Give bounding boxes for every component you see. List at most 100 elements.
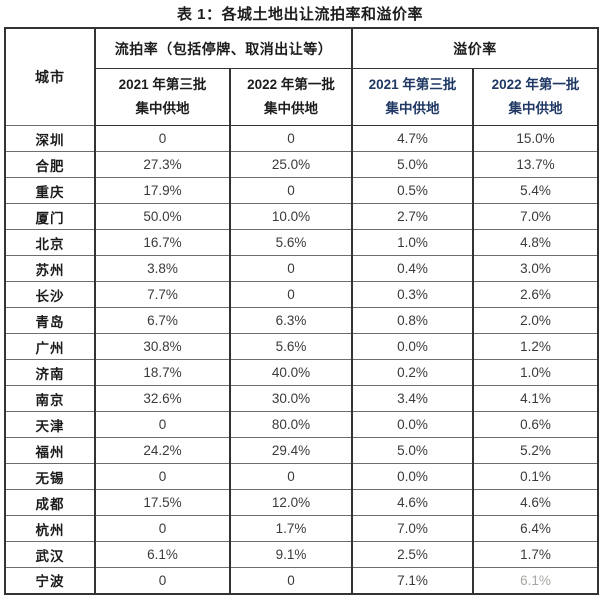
city-cell: 苏州 <box>4 255 96 282</box>
value-cell: 30.0% <box>229 385 353 412</box>
subheader-premium-2022: 2022 年第一批 集中供地 <box>472 68 599 126</box>
table-row: 济南 18.7% 40.0% 0.2% 1.0% <box>4 359 599 386</box>
value-cell: 3.4% <box>351 385 474 412</box>
corner-header-city: 城市 <box>4 27 96 126</box>
city-cell: 济南 <box>4 359 96 386</box>
value-cell: 0.2% <box>351 359 474 386</box>
value-cell: 3.0% <box>472 255 599 282</box>
city-cell: 合肥 <box>4 151 96 178</box>
value-cell: 0 <box>229 281 353 308</box>
value-cell: 4.7% <box>351 125 474 152</box>
city-cell: 广州 <box>4 333 96 360</box>
value-cell: 4.1% <box>472 385 599 412</box>
value-cell: 6.1% <box>472 567 599 594</box>
city-cell: 成都 <box>4 489 96 516</box>
value-cell: 3.8% <box>94 255 231 282</box>
value-cell: 0.8% <box>351 307 474 334</box>
value-cell: 0 <box>229 463 353 490</box>
value-cell: 0.0% <box>351 463 474 490</box>
value-cell: 17.5% <box>94 489 231 516</box>
value-cell: 9.1% <box>229 541 353 568</box>
city-cell: 长沙 <box>4 281 96 308</box>
city-cell: 福州 <box>4 437 96 464</box>
table-row: 青岛 6.7% 6.3% 0.8% 2.0% <box>4 307 599 334</box>
subheader-line1: 2022 年第一批 <box>247 77 335 92</box>
value-cell: 0.0% <box>351 411 474 438</box>
value-cell: 0 <box>229 255 353 282</box>
value-cell: 0 <box>94 411 231 438</box>
subheader-line1: 2022 年第一批 <box>491 77 580 92</box>
value-cell: 0.6% <box>472 411 599 438</box>
value-cell: 25.0% <box>229 151 353 178</box>
sub-header-row: 2021 年第三批 集中供地 2022 年第一批 集中供地 2021 年第三批 … <box>5 68 599 126</box>
value-cell: 0 <box>94 515 231 542</box>
value-cell: 24.2% <box>94 437 231 464</box>
value-cell: 13.7% <box>472 151 599 178</box>
table-row: 合肥 27.3% 25.0% 5.0% 13.7% <box>4 151 599 178</box>
value-cell: 32.6% <box>94 385 231 412</box>
value-cell: 1.7% <box>229 515 353 542</box>
city-cell: 重庆 <box>4 177 96 204</box>
city-cell: 北京 <box>4 229 96 256</box>
value-cell: 0.3% <box>351 281 474 308</box>
subheader-premium-2021: 2021 年第三批 集中供地 <box>351 68 474 126</box>
subheader-line2: 集中供地 <box>264 101 318 116</box>
value-cell: 0 <box>229 567 353 594</box>
group-header-premium-rate: 溢价率 <box>351 27 599 69</box>
subheader-failure-2021: 2021 年第三批 集中供地 <box>94 68 231 126</box>
table-row: 福州 24.2% 29.4% 5.0% 5.2% <box>4 437 599 464</box>
value-cell: 4.6% <box>351 489 474 516</box>
table-row: 北京 16.7% 5.6% 1.0% 4.8% <box>4 229 599 256</box>
table-row: 长沙 7.7% 0 0.3% 2.6% <box>4 281 599 308</box>
value-cell: 2.6% <box>472 281 599 308</box>
subheader-line2: 集中供地 <box>135 101 190 116</box>
value-cell: 7.0% <box>472 203 599 230</box>
value-cell: 18.7% <box>94 359 231 386</box>
subheader-line1: 2021 年第三批 <box>368 77 457 92</box>
value-cell: 0.0% <box>351 333 474 360</box>
table-row: 重庆 17.9% 0 0.5% 5.4% <box>4 177 599 204</box>
subheader-line2: 集中供地 <box>385 101 440 116</box>
value-cell: 7.7% <box>94 281 231 308</box>
value-cell: 50.0% <box>94 203 231 230</box>
value-cell: 0 <box>229 125 353 152</box>
value-cell: 6.4% <box>472 515 599 542</box>
table-row: 宁波 0 0 7.1% 6.1% <box>4 567 599 594</box>
value-cell: 1.0% <box>472 359 599 386</box>
value-cell: 0 <box>94 125 231 152</box>
city-cell: 天津 <box>4 411 96 438</box>
value-cell: 1.0% <box>351 229 474 256</box>
value-cell: 2.5% <box>351 541 474 568</box>
value-cell: 7.0% <box>351 515 474 542</box>
table-header: 城市 流拍率（包括停牌、取消出让等） 溢价率 2021 年第三批 集中供地 20… <box>4 27 599 126</box>
value-cell: 1.7% <box>472 541 599 568</box>
subheader-line1: 2021 年第三批 <box>118 77 207 92</box>
value-cell: 16.7% <box>94 229 231 256</box>
value-cell: 5.4% <box>472 177 599 204</box>
value-cell: 0 <box>229 177 353 204</box>
value-cell: 6.3% <box>229 307 353 334</box>
city-cell: 厦门 <box>4 203 96 230</box>
city-cell: 无锡 <box>4 463 96 490</box>
table-row: 武汉 6.1% 9.1% 2.5% 1.7% <box>4 541 599 568</box>
value-cell: 7.1% <box>351 567 474 594</box>
value-cell: 17.9% <box>94 177 231 204</box>
value-cell: 6.7% <box>94 307 231 334</box>
data-table: 城市 流拍率（包括停牌、取消出让等） 溢价率 2021 年第三批 集中供地 20… <box>4 27 599 595</box>
city-cell: 宁波 <box>4 567 96 594</box>
table-row: 杭州 0 1.7% 7.0% 6.4% <box>4 515 599 542</box>
value-cell: 5.6% <box>229 333 353 360</box>
value-cell: 6.1% <box>94 541 231 568</box>
value-cell: 0 <box>94 567 231 594</box>
value-cell: 4.8% <box>472 229 599 256</box>
city-cell: 武汉 <box>4 541 96 568</box>
value-cell: 2.0% <box>472 307 599 334</box>
table-row: 天津 0 80.0% 0.0% 0.6% <box>4 411 599 438</box>
city-cell: 南京 <box>4 385 96 412</box>
value-cell: 1.2% <box>472 333 599 360</box>
value-cell: 0 <box>94 463 231 490</box>
value-cell: 27.3% <box>94 151 231 178</box>
city-cell: 杭州 <box>4 515 96 542</box>
value-cell: 5.0% <box>351 151 474 178</box>
